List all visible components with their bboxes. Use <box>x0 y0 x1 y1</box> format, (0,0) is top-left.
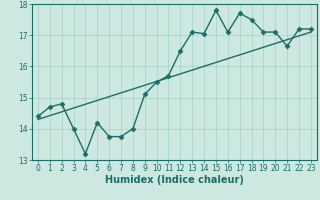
X-axis label: Humidex (Indice chaleur): Humidex (Indice chaleur) <box>105 175 244 185</box>
